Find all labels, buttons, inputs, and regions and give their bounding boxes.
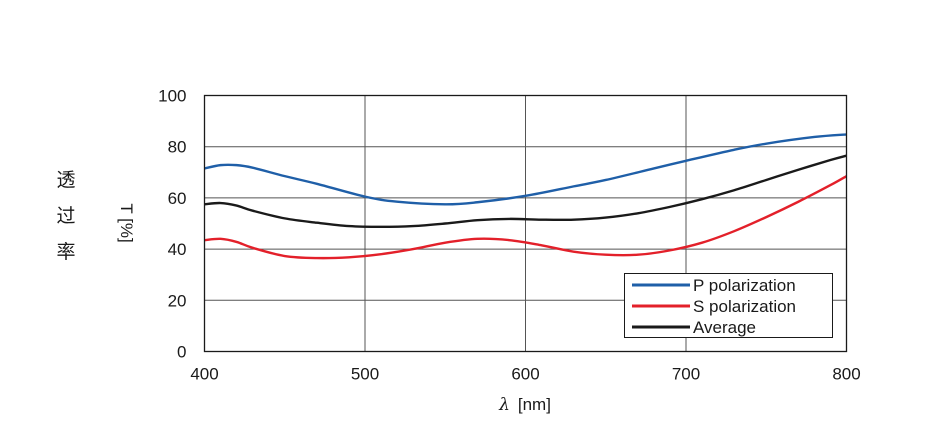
ylabel-jp-char-2: 过	[56, 205, 75, 227]
y-tick-label: 80	[168, 138, 187, 157]
x-tick-label: 700	[672, 365, 700, 384]
y-tick-labels: 0 20 40 60 80 100	[158, 87, 186, 362]
x-tick-label: 800	[832, 365, 860, 384]
ylabel-unit: T [%]	[117, 203, 136, 242]
xlabel-symbol: λ	[498, 395, 510, 415]
series-line-average	[204, 154, 847, 229]
grid-lines	[204, 95, 847, 352]
series-lines	[204, 133, 848, 260]
x-tick-label: 600	[511, 365, 539, 384]
y-tick-label: 20	[168, 291, 187, 310]
x-tick-label: 500	[351, 365, 379, 384]
x-tick-label: 400	[190, 365, 218, 384]
legend-label-avg: Average	[693, 318, 756, 337]
y-tick-label: 40	[168, 240, 187, 259]
legend-label-p: P polarization	[693, 276, 796, 295]
series-line-p-polarization	[204, 133, 847, 206]
xlabel-unit: [nm]	[518, 395, 551, 414]
ylabel-jp-char-1: 透	[56, 169, 75, 191]
series-line-s-polarization	[204, 175, 848, 260]
legend-label-s: S polarization	[693, 297, 796, 316]
xlabel: λ [nm]	[498, 395, 551, 415]
ylabel-jp-char-3: 率	[56, 241, 75, 263]
x-tick-labels: 400 500 600 700 800	[190, 365, 860, 384]
legend: P polarization S polarization Average	[624, 273, 833, 338]
y-tick-label: 0	[177, 343, 186, 362]
y-tick-label: 100	[158, 87, 186, 106]
plot-frame	[203, 94, 848, 353]
y-tick-label: 60	[168, 189, 187, 208]
